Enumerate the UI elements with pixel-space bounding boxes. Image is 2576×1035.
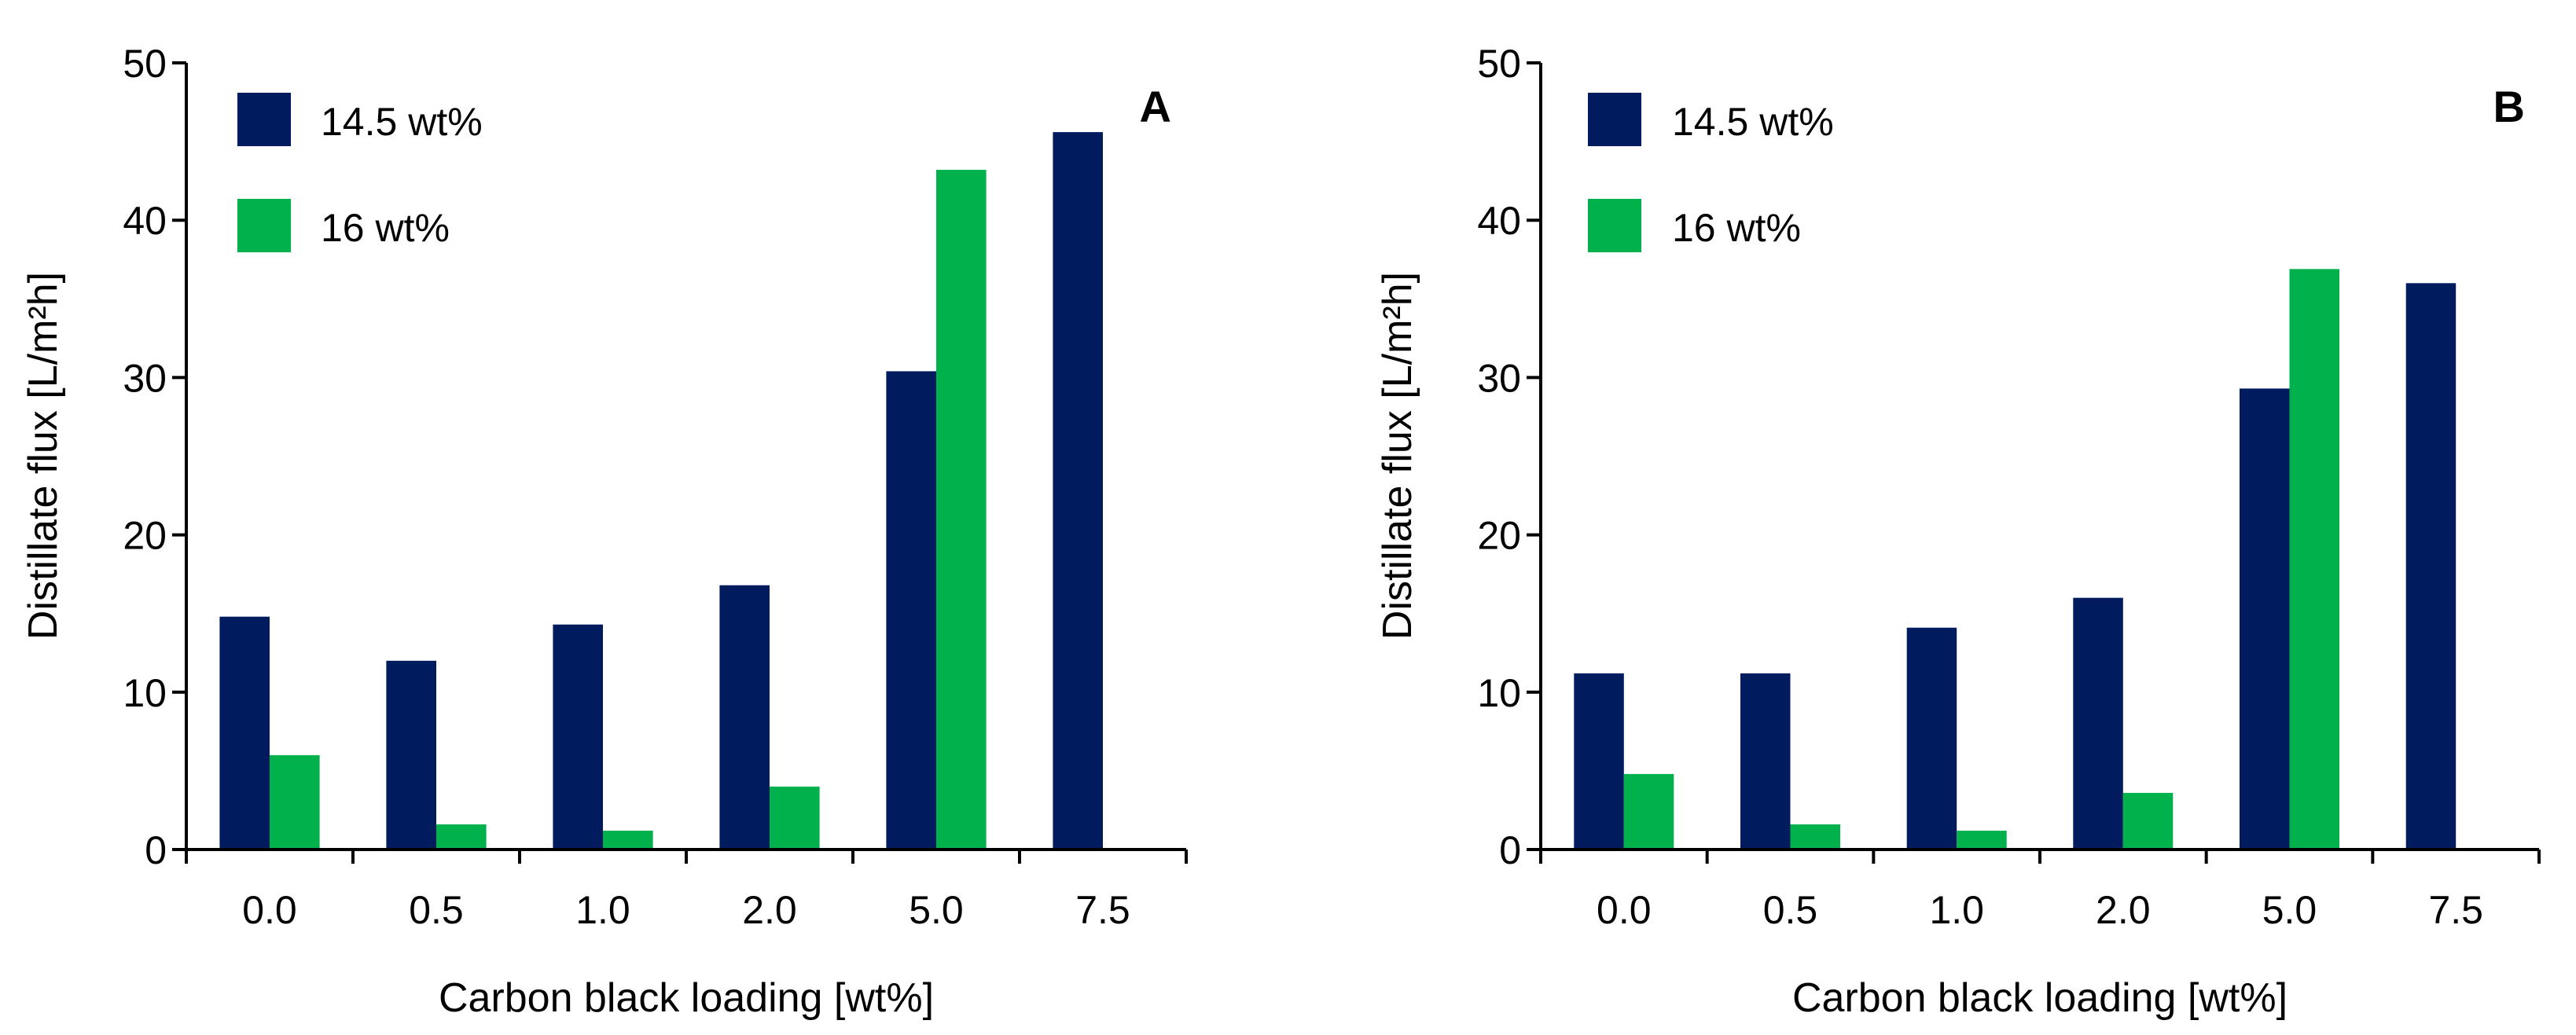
bar-16wt-2-0: [2122, 792, 2174, 850]
chart-panel-b: 0 10 20 30 40 50 0.0 0.5 1.0 2.0 5.0 7.5 B 14.5 wt…: [1375, 42, 2541, 1021]
bar-16wt-0-0: [270, 754, 320, 850]
x-ticks-group: 0.0 0.5 1.0 2.0 5.0 7.5: [185, 850, 1188, 932]
y-tick-label: 50: [1477, 42, 1521, 86]
legend-swatch-14-5: [237, 93, 291, 146]
legend-label-14-5: 14.5 wt%: [321, 100, 483, 144]
y-tick-label: 20: [123, 514, 167, 558]
bars-group: [219, 132, 1103, 850]
bar-14-5wt-0-5: [1740, 673, 1791, 850]
legend-swatch-16: [1588, 199, 1641, 252]
bar-16wt-0-5: [436, 824, 487, 850]
bar-14-5wt-7-5: [1053, 132, 1103, 850]
x-tick-label: 0.0: [242, 888, 297, 932]
y-tick-label: 30: [123, 356, 167, 400]
y-tick-label: 40: [1477, 199, 1521, 243]
bar-14-5wt-5-0: [886, 371, 936, 850]
bar-16wt-2-0: [770, 786, 820, 850]
y-axis-label: Distillate flux [L/m²h]: [20, 272, 66, 640]
bar-14-5wt-1-0: [1906, 627, 1957, 850]
legend-swatch-16: [237, 199, 291, 252]
y-ticks-group: 0 10 20 30 40 50: [1477, 42, 1541, 872]
x-tick-label: 1.0: [1929, 888, 1984, 932]
x-axis-label: Carbon black loading [wt%]: [439, 975, 934, 1021]
x-tick-label: 0.5: [1763, 888, 1818, 932]
x-tick-label: 1.0: [575, 888, 630, 932]
bar-16wt-0-0: [1623, 773, 1674, 850]
x-tick-label: 5.0: [2262, 888, 2317, 932]
legend-label-16: 16 wt%: [1672, 206, 1801, 250]
y-tick-label: 0: [145, 828, 167, 872]
bar-14-5wt-5-0: [2240, 388, 2290, 850]
bar-16wt-1-0: [1957, 831, 2007, 850]
y-tick-label: 20: [1477, 514, 1521, 558]
x-tick-label: 2.0: [2096, 888, 2151, 932]
bar-16wt-1-0: [603, 831, 653, 850]
chart-panel-a: 0 10 20 30 40 50 0.0 0.5 1.0 2.0 5.0 7.5 A 14.5 wt…: [20, 42, 1188, 1021]
bar-14-5wt-7-5: [2405, 283, 2457, 850]
panel-label: B: [2493, 82, 2525, 131]
panel-label: A: [1140, 82, 1171, 131]
bar-16wt-0-5: [1790, 824, 1840, 850]
bar-14-5wt-0-0: [219, 616, 270, 850]
x-tick-label: 7.5: [2428, 888, 2483, 932]
y-axis-label: Distillate flux [L/m²h]: [1375, 272, 1420, 640]
x-ticks-group: 0.0 0.5 1.0 2.0 5.0 7.5: [1539, 850, 2541, 932]
bar-16wt-5-0: [2289, 269, 2339, 850]
bar-14-5wt-2-0: [2073, 597, 2123, 850]
y-tick-label: 30: [1477, 356, 1521, 400]
bar-14-5wt-2-0: [719, 585, 770, 850]
bar-14-5wt-0-0: [1574, 673, 1624, 850]
x-tick-label: 0.0: [1597, 888, 1652, 932]
y-ticks-group: 0 10 20 30 40 50: [123, 42, 186, 872]
y-tick-label: 10: [1477, 671, 1521, 715]
bars-group: [1574, 269, 2457, 850]
legend-swatch-14-5: [1588, 93, 1641, 146]
y-tick-label: 50: [123, 42, 167, 86]
y-tick-label: 0: [1499, 828, 1521, 872]
x-tick-label: 0.5: [409, 888, 464, 932]
legend-label-14-5: 14.5 wt%: [1672, 100, 1834, 144]
x-tick-label: 7.5: [1075, 888, 1130, 932]
bar-14-5wt-0-5: [386, 660, 436, 850]
x-tick-label: 5.0: [909, 888, 964, 932]
bar-16wt-5-0: [936, 170, 987, 850]
y-tick-label: 40: [123, 199, 167, 243]
x-tick-label: 2.0: [742, 888, 797, 932]
y-tick-label: 10: [123, 671, 167, 715]
bar-14-5wt-1-0: [553, 624, 603, 850]
x-axis-label: Carbon black loading [wt%]: [1792, 975, 2288, 1021]
legend-label-16: 16 wt%: [321, 206, 450, 250]
